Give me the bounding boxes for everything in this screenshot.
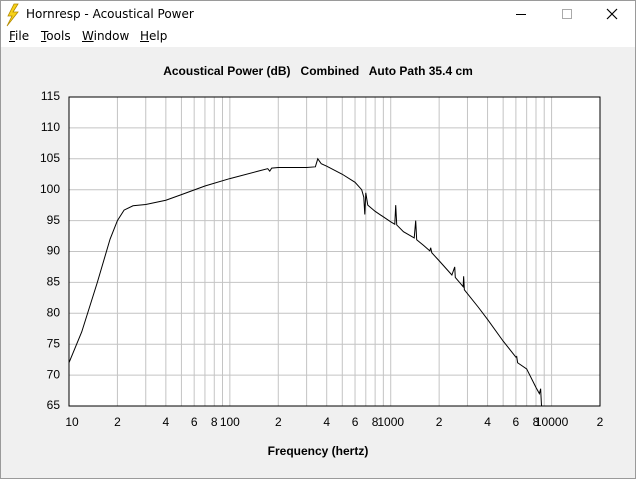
x-tick-label: 4	[484, 415, 491, 429]
x-tick-label: 6	[513, 415, 520, 429]
y-tick-label: 110	[41, 120, 60, 134]
x-tick-label: 2	[114, 415, 121, 429]
menu-item[interactable]: Help	[140, 29, 168, 43]
window-title: Hornresp - Acoustical Power	[26, 7, 194, 21]
x-tick-label: 1000	[377, 415, 404, 429]
menu-item[interactable]: Tools	[41, 29, 71, 43]
menu-item[interactable]: File	[9, 29, 30, 43]
x-tick-label: 4	[323, 415, 330, 429]
y-tick-label: 105	[40, 151, 60, 165]
title-bar: Hornresp - Acoustical Power	[1, 1, 635, 29]
x-tick-label: 2	[597, 415, 604, 429]
plot-frame	[68, 96, 601, 407]
x-tick-label: 2	[275, 415, 282, 429]
y-tick-label: 85	[47, 275, 61, 289]
chart-title: Acoustical Power (dB) Combined Auto Path…	[163, 64, 473, 78]
y-tick-label: 100	[40, 182, 60, 196]
x-tick-label: 8	[211, 415, 218, 429]
y-tick-label: 80	[47, 305, 61, 319]
y-tick-label: 70	[47, 367, 61, 381]
x-tick-label: 2	[436, 415, 443, 429]
y-tick-label: 90	[47, 244, 61, 258]
x-tick-label: 8	[372, 415, 379, 429]
y-tick-label: 65	[47, 398, 61, 412]
menu-bar: File Tools Window Help	[1, 29, 635, 47]
close-button[interactable]	[606, 8, 618, 20]
x-tick-label: 10000	[535, 415, 569, 429]
y-tick-label: 95	[47, 213, 61, 227]
x-tick-label: 6	[191, 415, 198, 429]
x-tick-label: 100	[220, 415, 240, 429]
maximize-button[interactable]	[562, 9, 572, 19]
app-icon	[6, 3, 19, 27]
title-icons	[6, 3, 618, 27]
power-curve	[69, 157, 543, 406]
x-tick-label: 6	[352, 415, 359, 429]
menu-item[interactable]: Window	[82, 29, 130, 43]
x-tick-label: 4	[163, 415, 170, 429]
x-axis-label: Frequency (hertz)	[268, 444, 369, 458]
y-tick-label: 115	[41, 89, 60, 103]
x-tick-label: 8	[533, 415, 540, 429]
y-tick-label: 75	[47, 336, 61, 350]
x-tick-label: 10	[65, 415, 79, 429]
